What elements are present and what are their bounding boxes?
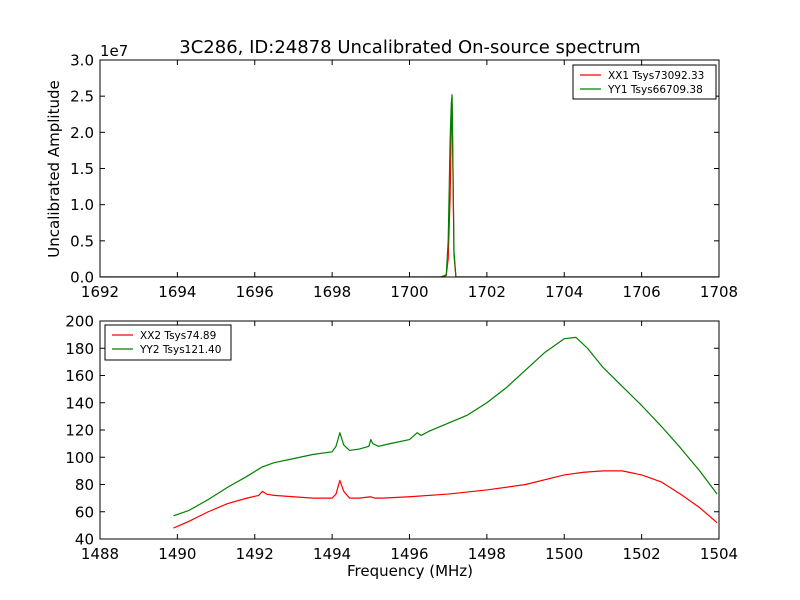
series-line-2 bbox=[100, 94, 719, 277]
legend-box bbox=[104, 324, 232, 361]
x-tick-label: 1500 bbox=[545, 545, 583, 563]
y-tick-label: 1.0 bbox=[70, 196, 94, 214]
x-tick-label: 1706 bbox=[623, 283, 661, 301]
chart-title: 3C286, ID:24878 Uncalibrated On-source s… bbox=[179, 37, 640, 58]
x-tick-label: 1704 bbox=[545, 283, 583, 301]
y-tick-label: 1.5 bbox=[70, 160, 94, 178]
y-tick-label: 0.5 bbox=[70, 232, 94, 250]
x-tick-label: 1696 bbox=[236, 283, 274, 301]
bottom-plot-area: 1488 1490 1492 1494 1496 1498 1500 1502 1504 40 60… bbox=[65, 313, 738, 564]
y-tick-label: 0.0 bbox=[70, 269, 94, 287]
x-tick-label: 1698 bbox=[313, 283, 351, 301]
x-tick-label: 1502 bbox=[623, 545, 661, 563]
x-tick-label: 1708 bbox=[700, 283, 738, 301]
y-tick-label: 200 bbox=[65, 313, 94, 331]
legend-label-1: XX2 Tsys74.89 bbox=[140, 330, 216, 342]
top-plot-area: 1692 1694 1696 1698 1700 1702 1704 1706 1708 0.0 0… bbox=[70, 52, 738, 302]
x-tick-label: 1490 bbox=[158, 545, 196, 563]
legend-label-2: YY1 Tsys66709.38 bbox=[607, 84, 703, 96]
y-tick-label: 100 bbox=[65, 449, 94, 467]
y-tick-label: 160 bbox=[65, 367, 94, 385]
y-axis-label: Uncalibrated Amplitude bbox=[45, 80, 63, 257]
top-spectrum-panel: 3C286, ID:24878 Uncalibrated On-source s… bbox=[45, 37, 738, 301]
legend-label-1: XX1 Tsys73092.33 bbox=[608, 70, 704, 82]
x-axis-label: Frequency (MHz) bbox=[347, 562, 473, 580]
y-tick-label: 140 bbox=[65, 394, 94, 412]
x-tick-label: 1700 bbox=[390, 283, 428, 301]
x-tick-label: 1702 bbox=[468, 283, 506, 301]
x-tick-label: 1504 bbox=[700, 545, 738, 563]
legend-box bbox=[572, 64, 717, 100]
y-tick-label: 120 bbox=[65, 422, 94, 440]
bottom-spectrum-panel: Frequency (MHz) 1488 1490 1492 1494 1496 1498… bbox=[65, 313, 738, 581]
y-tick-label: 2.5 bbox=[70, 88, 94, 106]
x-tick-label: 1692 bbox=[81, 283, 119, 301]
x-tick-label: 1488 bbox=[81, 545, 119, 563]
x-tick-label: 1498 bbox=[468, 545, 506, 563]
legend-label-2: YY2 Tsys121.40 bbox=[139, 344, 221, 356]
series-line-1 bbox=[173, 470, 718, 529]
y-tick-label: 80 bbox=[75, 476, 94, 494]
y-offset-label: 1e7 bbox=[100, 42, 128, 60]
y-tick-label: 2.0 bbox=[70, 124, 94, 142]
x-tick-label: 1492 bbox=[236, 545, 274, 563]
x-tick-label: 1496 bbox=[390, 545, 428, 563]
series-line-2 bbox=[173, 336, 718, 517]
legend: XX1 Tsys73092.33 YY1 Tsys66709.38 bbox=[572, 64, 717, 100]
x-tick-label: 1494 bbox=[313, 545, 351, 563]
x-tick-label: 1694 bbox=[158, 283, 196, 301]
y-tick-label: 40 bbox=[75, 531, 94, 549]
y-tick-label: 3.0 bbox=[70, 52, 94, 70]
y-tick-label: 60 bbox=[75, 503, 94, 521]
legend: XX2 Tsys74.89 YY2 Tsys121.40 bbox=[104, 324, 232, 361]
y-tick-label: 180 bbox=[65, 340, 94, 358]
